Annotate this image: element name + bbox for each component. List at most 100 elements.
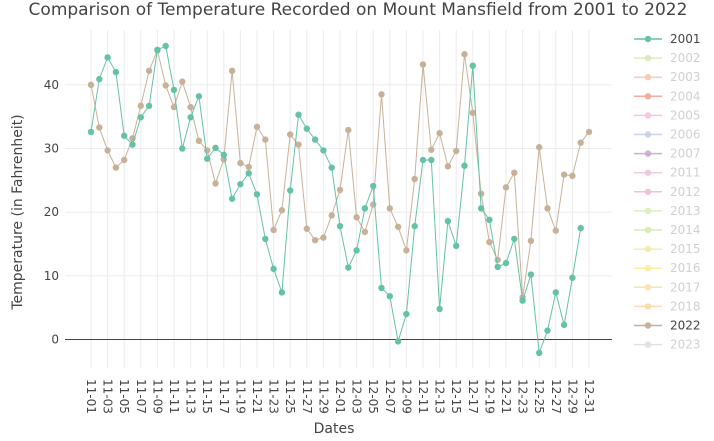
data-point-2001 — [519, 297, 526, 304]
legend-label: 2005 — [670, 108, 701, 122]
legend-swatch-marker — [644, 322, 652, 329]
legend-label: 2001 — [670, 32, 701, 46]
data-point-2022 — [112, 164, 120, 171]
data-point-2022 — [378, 91, 385, 98]
data-point-2022 — [195, 137, 203, 145]
x-tick-label: 11-11 — [167, 379, 181, 414]
x-tick-label: 11-27 — [300, 379, 314, 414]
legend-item-2006[interactable]: 2006 — [634, 128, 701, 142]
legend-item-2007[interactable]: 2007 — [634, 147, 701, 161]
x-tick-label: 12-07 — [383, 379, 397, 414]
legend-swatch-marker — [644, 131, 652, 138]
legend-item-2014[interactable]: 2014 — [634, 223, 701, 237]
x-tick-label: 11-17 — [217, 379, 231, 414]
legend-swatch-marker — [644, 35, 652, 43]
data-point-2001 — [212, 144, 219, 152]
y-axis-ticks: 0 10 20 30 40 — [44, 78, 59, 347]
data-point-2001 — [461, 162, 468, 169]
data-point-2001 — [494, 263, 501, 271]
data-point-2001 — [145, 102, 153, 110]
data-point-2001 — [411, 222, 418, 230]
data-point-2001 — [104, 54, 111, 61]
data-point-2022 — [262, 136, 269, 143]
data-point-2022 — [145, 67, 153, 75]
data-point-2022 — [419, 61, 427, 68]
legend-item-2005[interactable]: 2005 — [634, 108, 701, 122]
legend-item-2013[interactable]: 2013 — [634, 204, 701, 218]
legend-item-2002[interactable]: 2002 — [634, 51, 701, 65]
data-point-2001 — [511, 235, 518, 243]
legend-swatch-marker — [644, 245, 652, 253]
legend-item-2011[interactable]: 2011 — [634, 166, 701, 180]
legend-item-2012[interactable]: 2012 — [634, 185, 701, 199]
data-point-2001 — [444, 217, 452, 225]
x-tick-label: 12-31 — [582, 379, 596, 414]
series-layer — [87, 42, 593, 357]
data-point-2022 — [303, 225, 310, 232]
data-point-2001 — [536, 349, 543, 357]
data-point-2001 — [486, 216, 493, 224]
data-point-2022 — [552, 227, 559, 234]
data-point-2022 — [137, 102, 144, 110]
data-point-2022 — [353, 214, 360, 221]
data-point-2022 — [386, 205, 393, 212]
legend-swatch-marker — [644, 226, 652, 234]
data-point-2022 — [328, 212, 335, 219]
legend-item-2004[interactable]: 2004 — [634, 89, 701, 103]
x-axis-title: Dates — [314, 421, 355, 437]
legend-item-2015[interactable]: 2015 — [634, 242, 701, 256]
legend-label: 2003 — [670, 70, 701, 84]
data-point-2022 — [87, 81, 95, 89]
data-point-2022 — [270, 226, 277, 234]
legend-label: 2011 — [670, 166, 701, 180]
data-point-2001 — [527, 271, 535, 278]
data-point-2001 — [179, 145, 186, 152]
data-point-2022 — [444, 163, 452, 170]
data-point-2022 — [361, 228, 369, 236]
data-point-2001 — [237, 180, 244, 188]
data-point-2001 — [403, 310, 410, 318]
legend-label: 2007 — [670, 147, 701, 161]
x-tick-label: 11-25 — [283, 379, 297, 414]
legend-swatch-marker — [644, 169, 652, 176]
x-tick-label: 11-01 — [84, 379, 98, 414]
data-point-2022 — [577, 139, 584, 146]
data-point-2022 — [121, 156, 128, 164]
legend-label: 2016 — [670, 261, 701, 275]
data-point-2001 — [121, 132, 128, 139]
x-tick-label: 12-19 — [482, 379, 496, 414]
legend-item-2016[interactable]: 2016 — [634, 261, 701, 275]
data-point-2001 — [129, 141, 136, 148]
data-point-2001 — [477, 205, 485, 212]
data-point-2022 — [370, 201, 377, 208]
data-point-2001 — [162, 42, 169, 50]
data-point-2001 — [170, 86, 178, 94]
legend-item-2003[interactable]: 2003 — [634, 70, 701, 84]
data-point-2001 — [502, 259, 510, 267]
data-point-2001 — [204, 155, 211, 162]
x-tick-label: 11-23 — [267, 379, 281, 414]
data-point-2001 — [278, 289, 286, 296]
data-point-2022 — [237, 159, 244, 167]
x-tick-label: 12-21 — [499, 379, 513, 414]
data-point-2001 — [394, 338, 402, 345]
legend-swatch-marker — [644, 207, 652, 215]
series-line-2001 — [90, 45, 582, 354]
y-axis-title: Temperature (in Fahrenheit) — [10, 114, 26, 310]
legend-item-2023[interactable]: 2023 — [634, 338, 701, 352]
data-point-2001 — [560, 321, 568, 329]
legend-label: 2013 — [670, 204, 701, 218]
x-tick-label: 11-13 — [184, 379, 198, 414]
legend-item-2001[interactable]: 2001 — [634, 32, 701, 46]
legend-item-2022[interactable]: 2022 — [634, 319, 701, 333]
legend-swatch-marker — [644, 112, 652, 119]
data-point-2001 — [245, 170, 252, 177]
data-point-2001 — [370, 182, 377, 190]
data-point-2022 — [212, 180, 219, 187]
legend-swatch-marker — [644, 341, 652, 348]
data-point-2022 — [295, 141, 302, 148]
legend-item-2017[interactable]: 2017 — [634, 280, 701, 294]
legend[interactable]: 2001 2002 2003 2004 2005 2006 2007 2011 2012 2013… — [634, 32, 701, 352]
legend-item-2018[interactable]: 2018 — [634, 299, 701, 313]
